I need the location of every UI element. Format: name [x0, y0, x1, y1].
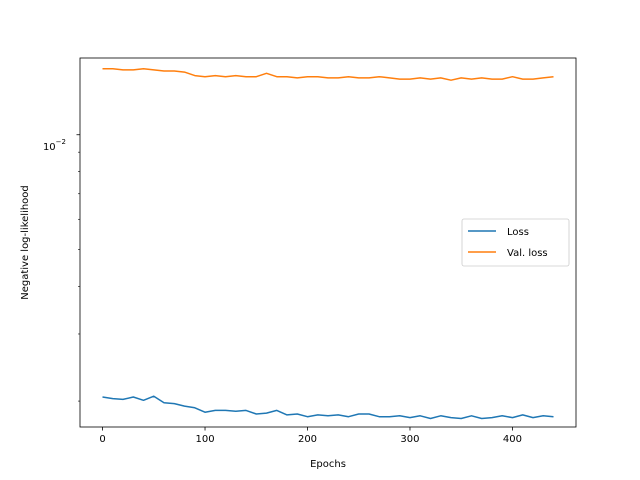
series-layer: [102, 67, 554, 420]
legend-label-val-loss: Val. loss: [507, 248, 548, 259]
x-tick-label: 100: [195, 434, 214, 445]
x-tick-label: 200: [298, 434, 317, 445]
x-axis-label: Epochs: [310, 459, 346, 470]
series-line-val-loss: [102, 67, 554, 81]
x-axis: 0 100 200 300 400: [99, 427, 522, 445]
x-tick-label: 400: [503, 434, 522, 445]
plot-frame: [79, 57, 577, 428]
x-tick-label: 0: [99, 434, 105, 445]
legend: Loss Val. loss: [461, 218, 570, 267]
x-tick-label: 300: [400, 434, 419, 445]
y-tick-base: 10: [43, 142, 56, 153]
y-tick-label-major: 10−2: [43, 138, 66, 153]
y-axis: [76, 134, 80, 402]
y-axis-label: Negative log-likelihood: [20, 185, 31, 300]
legend-label-loss: Loss: [507, 227, 529, 238]
series-line-loss: [102, 395, 554, 420]
y-tick-exponent: −2: [56, 138, 66, 146]
